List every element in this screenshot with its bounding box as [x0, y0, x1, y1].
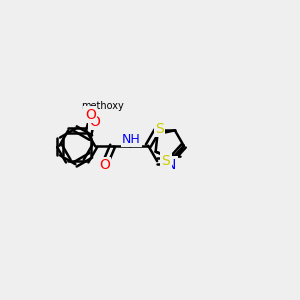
Text: NH: NH [122, 133, 140, 146]
Text: S: S [162, 154, 170, 168]
Text: methoxy: methoxy [81, 101, 124, 111]
Text: N: N [166, 158, 176, 172]
Text: S: S [155, 122, 164, 136]
Text: O: O [85, 108, 96, 122]
Text: O: O [89, 115, 100, 129]
Text: O: O [99, 158, 110, 172]
